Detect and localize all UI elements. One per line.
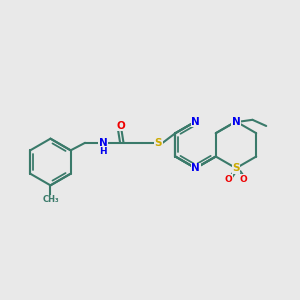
Text: CH₃: CH₃ <box>42 195 59 204</box>
Text: S: S <box>232 163 240 173</box>
Text: O: O <box>116 121 125 130</box>
Text: N: N <box>99 138 107 148</box>
Text: N: N <box>232 116 240 127</box>
Text: O: O <box>240 175 248 184</box>
Text: S: S <box>154 138 162 148</box>
Text: N: N <box>191 116 200 127</box>
Text: O: O <box>225 175 232 184</box>
Text: N: N <box>191 163 200 173</box>
Text: H: H <box>99 147 107 156</box>
